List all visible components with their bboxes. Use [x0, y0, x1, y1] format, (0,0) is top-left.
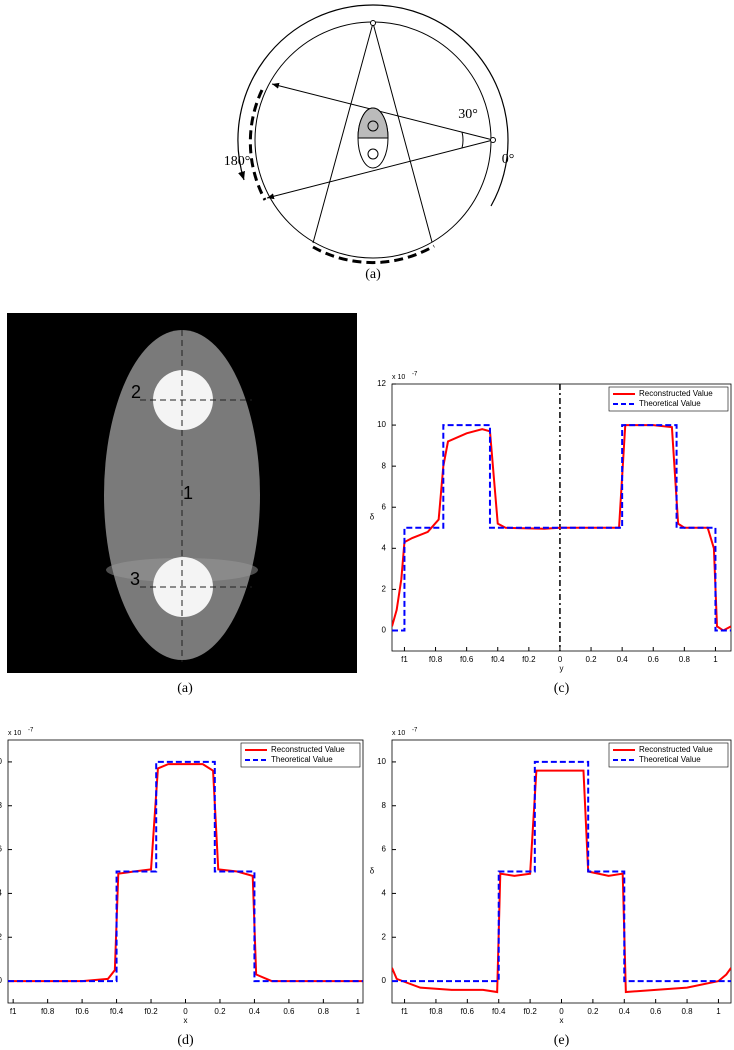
x-tick-label: f0.8 [429, 1007, 443, 1016]
x-tick-label: 0 [559, 1007, 564, 1016]
data-line [392, 760, 731, 983]
legend-label: Theoretical Value [271, 755, 333, 764]
x-tick-label: f0.2 [144, 1007, 158, 1016]
plot-area [7, 739, 364, 1004]
x-tick-label: f0.6 [75, 1007, 89, 1016]
x-tick-label: 0.4 [617, 655, 629, 664]
y-tick-label: 0 [382, 976, 387, 985]
x-tick-label: 0.8 [681, 1007, 693, 1016]
x-tick-label: f0.4 [110, 1007, 124, 1016]
x-tick-label: f0.4 [491, 655, 505, 664]
y-tick-label: 10 [377, 420, 386, 429]
x-tick-label: f0.8 [41, 1007, 55, 1016]
y-exponent: -7 [28, 728, 34, 734]
y-tick-label: 10 [377, 757, 386, 766]
end-label: 0° [502, 152, 515, 167]
x-tick-label: 0 [183, 1007, 188, 1016]
region-label: 2 [131, 382, 141, 402]
x-tick-label: 0.2 [214, 1007, 226, 1016]
y-tick-label: 8 [382, 801, 387, 810]
legend-label: Reconstructed Value [271, 745, 345, 754]
x-tick-label: f0.8 [429, 655, 443, 664]
x-tick-label: f1 [401, 655, 408, 664]
y-tick-label: 2 [382, 932, 387, 941]
y-tick-label: 4 [0, 889, 3, 898]
x-label: x [560, 1016, 564, 1025]
angle-label: 30° [458, 107, 478, 122]
plot-area [391, 739, 732, 1004]
y-multiplier: x 10 [392, 374, 405, 381]
region-label: 1 [183, 483, 193, 503]
x-label: x [184, 1016, 188, 1025]
y-tick-label: 8 [382, 461, 387, 470]
y-tick-label: 6 [0, 845, 3, 854]
caption: (d) [177, 1033, 194, 1048]
caption: (a) [365, 267, 381, 282]
y-tick-label: 0 [0, 976, 3, 985]
x-tick-label: 0 [558, 655, 563, 664]
x-tick-label: f0.6 [460, 655, 474, 664]
x-tick-label: 0.2 [587, 1007, 599, 1016]
x-tick-label: f0.2 [523, 1007, 537, 1016]
caption: (c) [554, 681, 570, 696]
y-tick-label: 4 [382, 543, 387, 552]
x-tick-label: 0.6 [283, 1007, 295, 1016]
y-tick-label: 8 [0, 801, 3, 810]
x-tick-label: 1 [356, 1007, 361, 1016]
legend-box [608, 742, 729, 768]
plot-area [391, 383, 732, 652]
x-tick-label: 0.8 [679, 655, 691, 664]
caption: (e) [554, 1033, 570, 1048]
legend-box [240, 742, 361, 768]
x-tick-label: 0.4 [249, 1007, 261, 1016]
x-tick-label: f1 [401, 1007, 408, 1016]
x-tick-label: 0.6 [648, 655, 660, 664]
data-line [392, 769, 731, 994]
legend-label: Reconstructed Value [639, 389, 713, 398]
y-multiplier: x 10 [8, 730, 21, 737]
x-tick-label: 0.6 [650, 1007, 662, 1016]
x-tick-label: 1 [716, 1007, 721, 1016]
x-tick-label: f0.6 [461, 1007, 475, 1016]
x-tick-label: f0.4 [492, 1007, 506, 1016]
x-tick-label: 0.2 [585, 655, 597, 664]
legend-label: Theoretical Value [639, 755, 701, 764]
y-tick-label: 2 [382, 584, 387, 593]
data-line [392, 424, 731, 632]
x-tick-label: 1 [713, 655, 718, 664]
y-multiplier: x 10 [392, 730, 405, 737]
y-tick-label: 6 [382, 845, 387, 854]
y-label: δ [370, 867, 375, 876]
legend-label: Theoretical Value [639, 399, 701, 408]
y-exponent: -7 [412, 372, 418, 378]
y-tick-label: 2 [0, 932, 3, 941]
y-tick-label: 6 [382, 502, 387, 511]
x-tick-label: 0.8 [318, 1007, 330, 1016]
data-line [8, 760, 363, 983]
y-tick-label: 12 [377, 379, 386, 388]
scan-diagram [237, 4, 509, 265]
legend-label: Reconstructed Value [639, 745, 713, 754]
y-tick-label: 10 [0, 757, 3, 766]
y-tick-label: 4 [382, 889, 387, 898]
start-label: 180° [224, 154, 251, 169]
x-label: y [560, 664, 564, 673]
legend-box [608, 386, 729, 412]
y-exponent: -7 [412, 728, 418, 734]
x-tick-label: 0.4 [619, 1007, 631, 1016]
x-tick-label: f1 [10, 1007, 17, 1016]
ct-image [7, 313, 357, 673]
y-tick-label: 0 [382, 626, 387, 635]
y-label: δ [370, 513, 375, 522]
x-tick-label: f0.2 [522, 655, 536, 664]
caption: (a) [177, 681, 193, 696]
region-label: 3 [130, 569, 140, 589]
